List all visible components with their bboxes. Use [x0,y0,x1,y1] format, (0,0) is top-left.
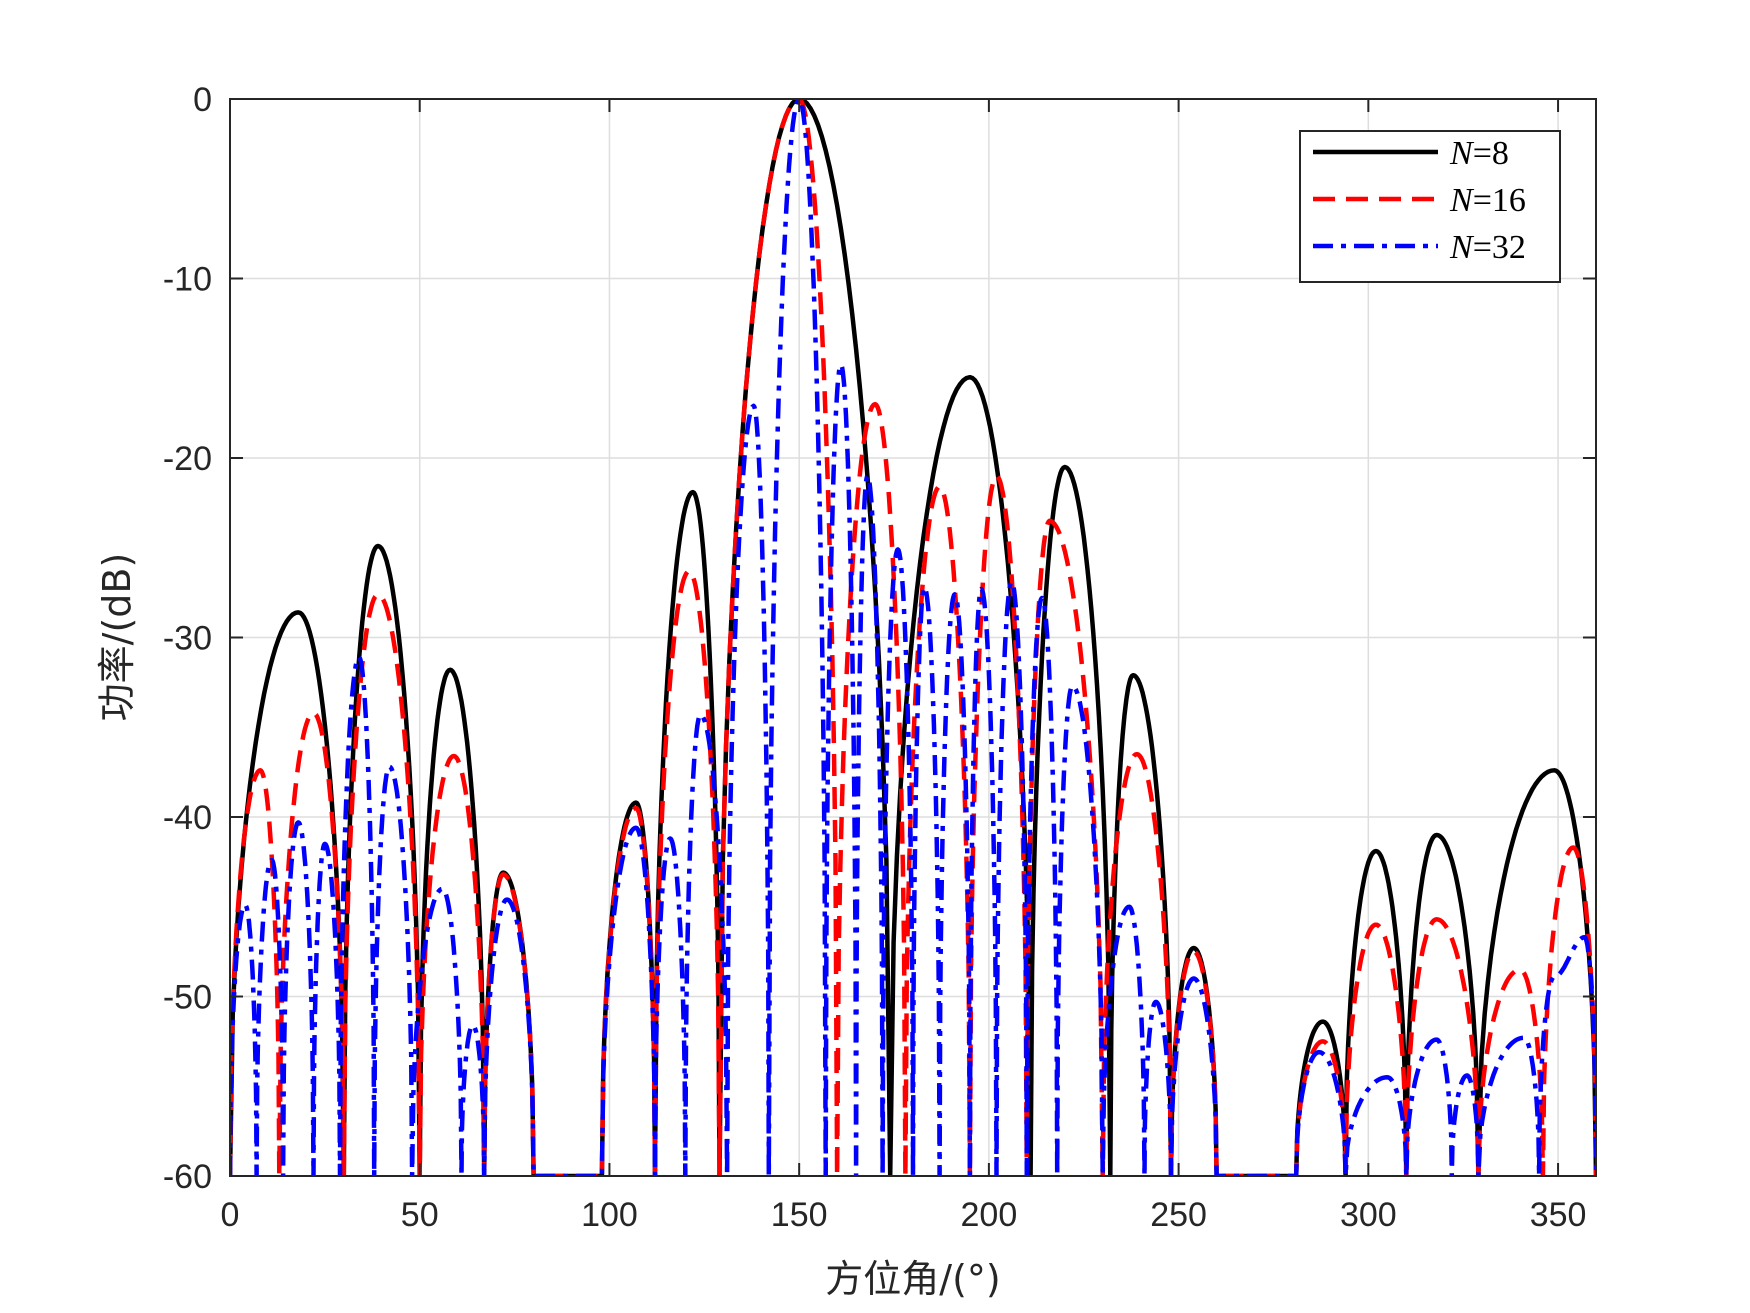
legend-label-eq: =8 [1473,135,1509,172]
tick-marks [229,98,1596,1177]
y-tick-label: 0 [193,81,212,119]
series-line-n16 [230,99,1596,1176]
y-tick-label: -20 [163,440,212,478]
legend-box [1299,130,1561,283]
x-tick-label: 300 [1340,1196,1397,1234]
legend-label-var: N [1449,229,1475,266]
y-tick-label: -50 [163,979,212,1017]
x-axis-label: 方位角/(°) [825,1257,1000,1301]
legend-label-eq: =16 [1473,182,1526,219]
legend: N=8N=16N=32 [1299,130,1561,283]
legend-label-var: N [1449,182,1475,219]
y-tick-label: -40 [163,799,212,837]
y-tick-label: -60 [163,1158,212,1196]
x-tick-label: 350 [1530,1196,1587,1234]
x-tick-label: 50 [401,1196,439,1234]
y-axis-label: 功率/(dB) [95,553,139,722]
series-layer [230,99,1596,1176]
legend-label-n32: N=32 [1449,229,1526,266]
legend-label-eq: =32 [1473,229,1526,266]
x-tick-label: 0 [221,1196,240,1234]
series-line-n8 [230,99,1596,1176]
y-tick-label: -30 [163,620,212,658]
y-tick-label: -10 [163,261,212,299]
x-tick-label: 200 [961,1196,1018,1234]
legend-label-n8: N=8 [1449,135,1509,172]
x-tick-label: 150 [771,1196,828,1234]
y-tick-labels: 0 -10 -20 -30 -40 -50 -60 [163,81,212,1196]
x-tick-label: 250 [1150,1196,1207,1234]
legend-label-var: N [1449,135,1475,172]
x-tick-label: 100 [581,1196,638,1234]
x-tick-labels: 0 50 100 150 200 250 300 350 [221,1196,1587,1234]
legend-label-n16: N=16 [1449,182,1526,219]
